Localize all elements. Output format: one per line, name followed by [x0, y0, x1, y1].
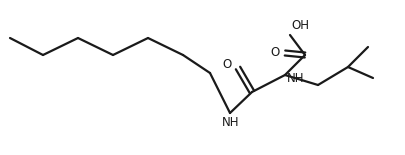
Text: O: O: [223, 58, 232, 71]
Text: NH: NH: [222, 116, 240, 129]
Text: OH: OH: [291, 19, 309, 32]
Text: O: O: [271, 46, 280, 58]
Text: NH: NH: [287, 71, 305, 84]
